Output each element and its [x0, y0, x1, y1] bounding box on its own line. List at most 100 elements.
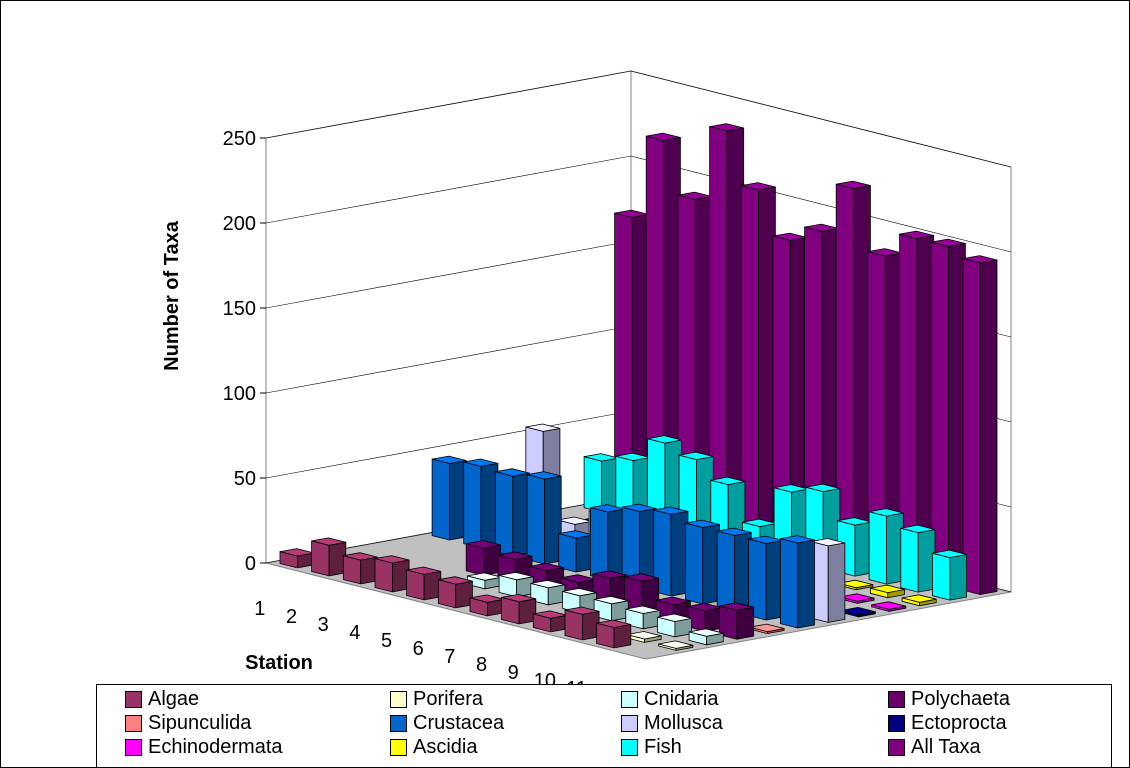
- legend-item: Polychaeta: [888, 687, 1010, 711]
- legend-swatch: [888, 690, 905, 708]
- bar-top: [526, 471, 562, 480]
- x-tick-label: 4: [349, 622, 360, 644]
- legend-swatch: [621, 690, 638, 708]
- legend-label: Polychaeta: [911, 688, 1010, 710]
- bar-top: [653, 506, 689, 515]
- x-tick-label: 7: [444, 646, 455, 668]
- legend-item: Cnidaria: [621, 687, 718, 711]
- x-tick-label: 1: [254, 598, 265, 620]
- legend-label: Fish: [644, 736, 682, 758]
- bar: [564, 609, 583, 641]
- bar-top: [501, 594, 537, 603]
- bar-top: [624, 573, 660, 582]
- bar-top: [658, 640, 694, 649]
- bar: [342, 555, 362, 585]
- bar-top: [710, 476, 746, 486]
- bar: [590, 507, 609, 581]
- legend-label: Cnidaria: [644, 688, 719, 710]
- bar-top: [810, 538, 846, 547]
- bar-top: [406, 566, 442, 575]
- bar-top: [780, 535, 815, 544]
- legend-label: Algae: [148, 688, 200, 710]
- bar: [868, 511, 887, 585]
- bar-top: [840, 607, 876, 616]
- bar-top: [342, 552, 378, 561]
- legend-swatch: [125, 714, 142, 732]
- legend-label: Mollusca: [644, 712, 723, 734]
- y-tick-label: 200: [223, 213, 256, 235]
- bar-top: [871, 601, 907, 610]
- bar: [583, 456, 602, 513]
- y-tick-label: 0: [245, 553, 256, 575]
- bar-top: [839, 593, 875, 602]
- bar-top: [431, 455, 467, 464]
- bar-top: [465, 540, 501, 549]
- bar-top: [311, 537, 347, 546]
- bar: [526, 474, 545, 565]
- bar-top: [645, 132, 681, 141]
- x-tick-label: 8: [476, 654, 487, 676]
- bar: [962, 258, 981, 595]
- legend-swatch: [125, 738, 142, 756]
- legend-item: Mollusca: [621, 711, 723, 735]
- bar-top: [901, 594, 937, 603]
- bar: [932, 552, 951, 601]
- legend-item: All Taxa: [888, 735, 981, 759]
- bar-top: [900, 524, 936, 533]
- bar-top: [596, 619, 632, 628]
- x-tick-label: 6: [413, 638, 424, 660]
- legend-swatch: [621, 738, 638, 756]
- x-tick-label: 3: [318, 614, 329, 636]
- legend-item: Ascidia: [390, 735, 477, 759]
- legend-item: Crustacea: [390, 711, 504, 735]
- bar-top: [740, 182, 776, 191]
- legend-swatch: [390, 690, 407, 708]
- y-axis-title: Number of Taxa: [161, 220, 183, 371]
- legend-item: Sipunculida: [125, 711, 251, 735]
- bar-top: [678, 451, 714, 461]
- bar: [685, 522, 704, 605]
- bar-top: [805, 483, 841, 493]
- bar: [431, 458, 450, 541]
- bar-side: [827, 542, 846, 623]
- bar: [374, 558, 393, 593]
- bar-top: [562, 587, 597, 597]
- legend-label: Porifera: [413, 688, 484, 710]
- y-tick-label: 50: [234, 468, 256, 490]
- x-tick-label: 5: [381, 630, 392, 652]
- legend-item: Fish: [621, 735, 682, 759]
- bar: [716, 530, 735, 613]
- legend: Algae Porifera Cnidaria Polychaeta Sipunculi…: [96, 684, 1112, 768]
- bar-top: [838, 579, 874, 589]
- bar-top: [716, 527, 752, 536]
- bar: [406, 569, 425, 601]
- bar-top: [625, 605, 661, 614]
- bar: [437, 579, 457, 609]
- bar-top: [626, 631, 662, 640]
- gridline: [265, 70, 1012, 168]
- legend-label: All Taxa: [911, 736, 981, 758]
- bar-top: [494, 468, 530, 477]
- bar: [558, 533, 577, 573]
- bar-top: [932, 549, 967, 558]
- bar-top: [868, 508, 904, 517]
- bar: [463, 461, 482, 549]
- x-tick-label: 2: [286, 606, 297, 628]
- legend-label: Ectoprocta: [911, 712, 1007, 734]
- bar-side: [979, 259, 998, 595]
- bar-top: [592, 570, 628, 579]
- bar-top: [621, 503, 657, 512]
- bar-top: [437, 576, 473, 585]
- bar-top: [530, 579, 566, 589]
- bar-top: [529, 562, 565, 572]
- bar-top: [899, 230, 935, 239]
- legend-item: Ectoprocta: [888, 711, 1007, 735]
- y-tick-label: 100: [223, 383, 256, 405]
- bar-top: [647, 435, 682, 444]
- bar-top: [655, 596, 691, 605]
- x-axis-title: Station: [245, 652, 313, 674]
- y-tick-label: 250: [223, 128, 256, 150]
- legend-item: Algae: [125, 687, 199, 711]
